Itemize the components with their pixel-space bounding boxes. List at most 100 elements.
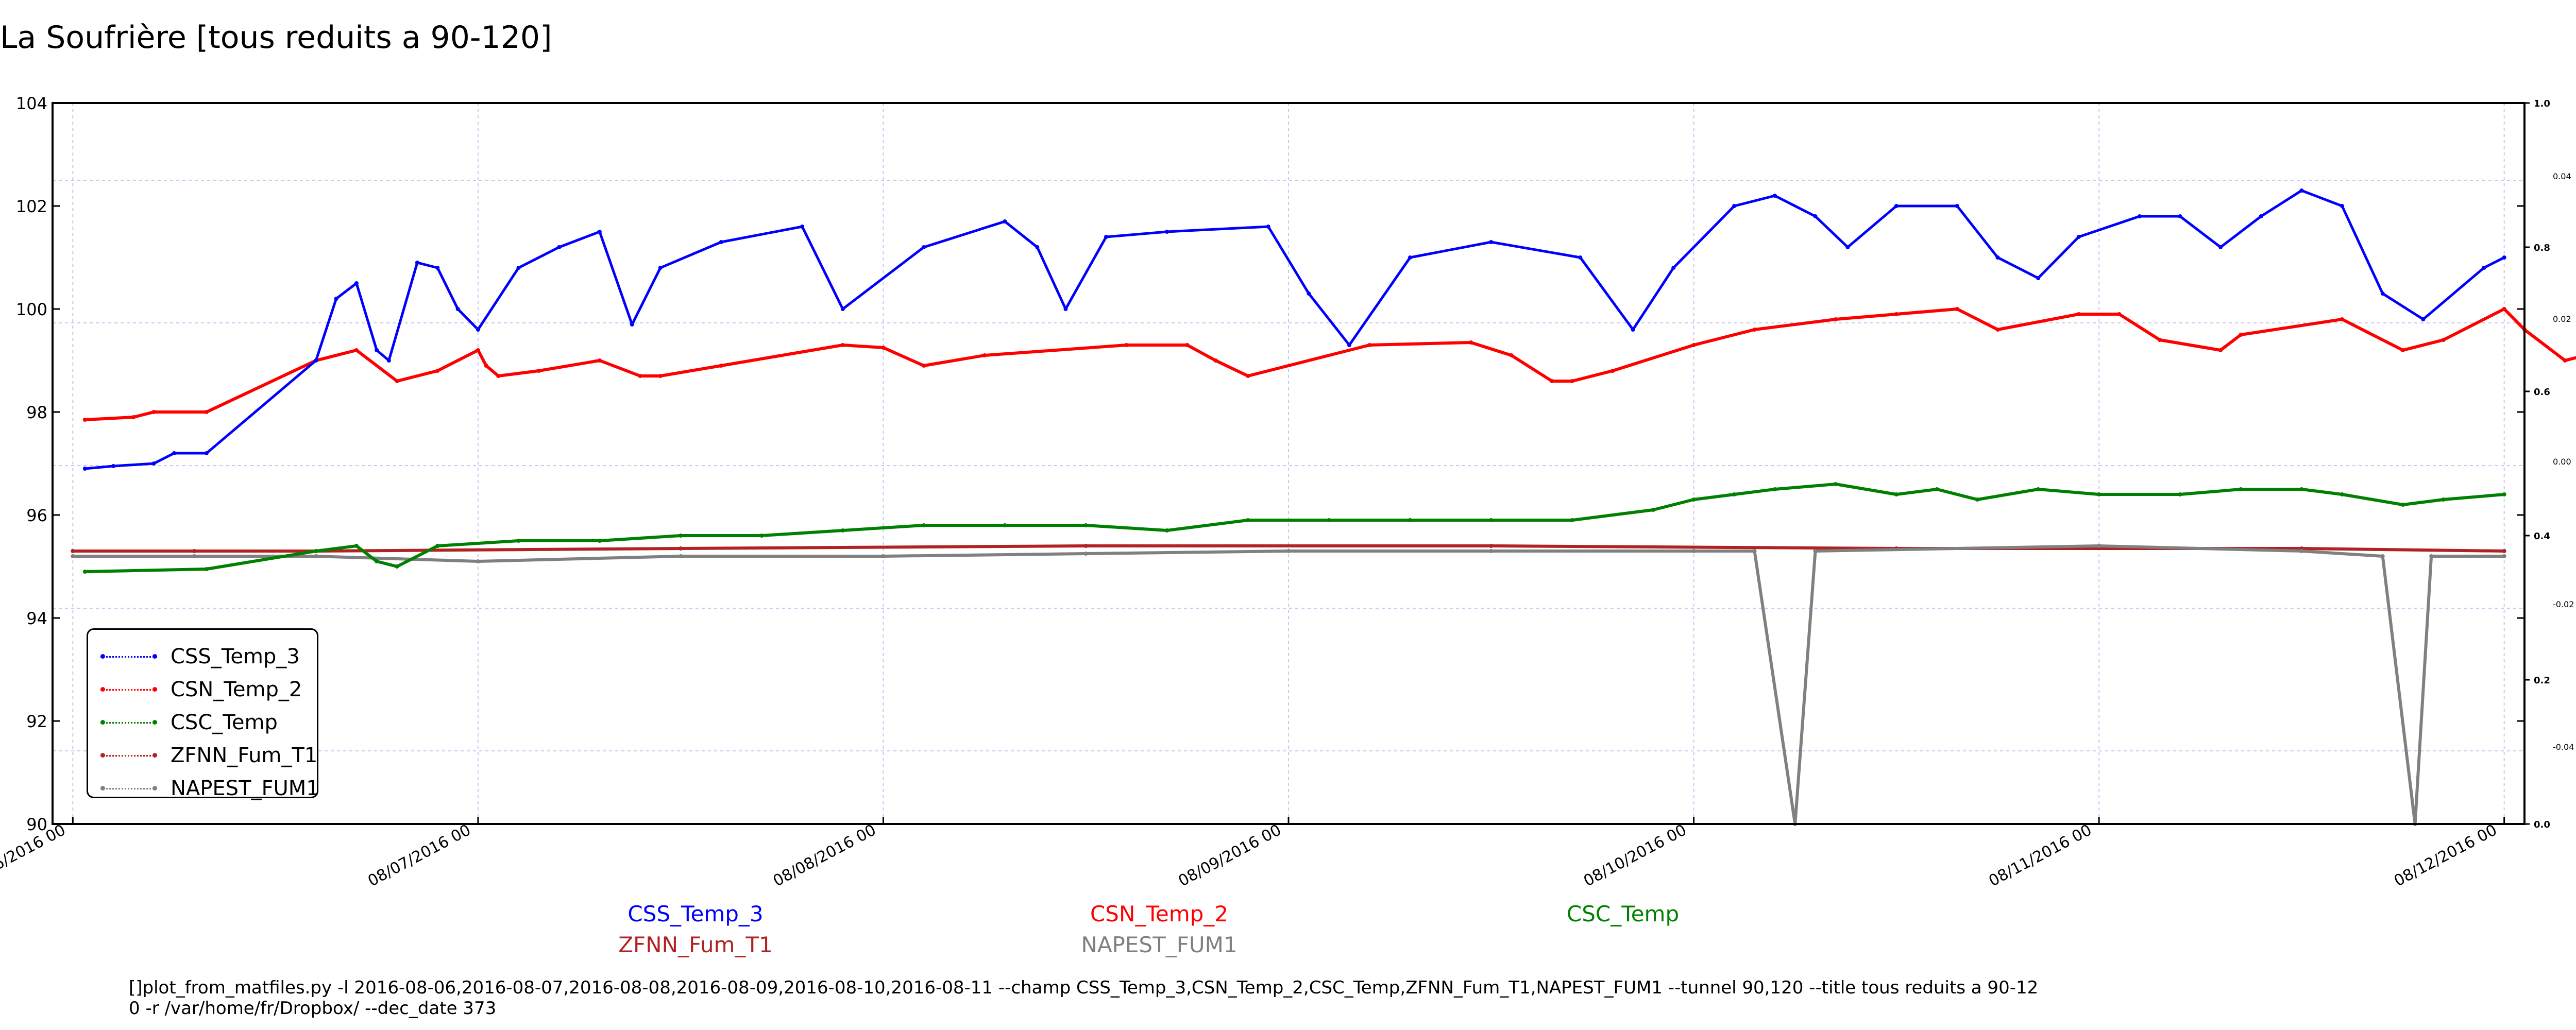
series-point (476, 559, 480, 563)
series-point (1367, 343, 1372, 347)
grid-lines (53, 103, 2524, 824)
series-point (881, 554, 886, 558)
series-point (597, 358, 602, 363)
series-group (71, 188, 2576, 826)
right-outer-tick-label: 0.6 (2534, 387, 2550, 398)
series-point (1083, 523, 1088, 527)
series-point (840, 343, 845, 347)
series-point (2076, 312, 2081, 316)
x-tick-label: 08/12/2016 00 (2391, 821, 2500, 890)
series-point (2097, 492, 2102, 496)
series-point (536, 369, 541, 373)
series-point (800, 225, 805, 229)
right-outer-tick-label: 0.0 (2534, 819, 2550, 830)
series-point (679, 534, 683, 538)
series-point (2158, 338, 2162, 342)
series-point (82, 467, 87, 471)
series-point (2299, 188, 2304, 193)
y-tick-label: 94 (26, 609, 47, 628)
right-outer-tick-label: 0.4 (2534, 531, 2550, 542)
series-point (2259, 214, 2263, 218)
series-point (1489, 549, 1494, 553)
series-point (1691, 549, 1696, 553)
series-tag-csc-temp: CSC_Temp (1566, 901, 1680, 926)
series-point (1165, 528, 1169, 533)
series-point (840, 528, 845, 533)
series-point (1063, 307, 1068, 311)
series-point (719, 364, 723, 368)
series-point (922, 523, 926, 527)
series-point (597, 230, 602, 234)
x-tick-label: 08/10/2016 00 (1581, 821, 1689, 890)
series-point (2380, 554, 2385, 558)
series-point (151, 461, 156, 466)
series-point (658, 266, 663, 270)
series-point (1347, 343, 1351, 347)
series-point (2502, 549, 2506, 553)
right-inner-tick-label: -0.04 (2553, 742, 2574, 752)
series-point (679, 554, 683, 558)
y-tick-label: 96 (26, 506, 47, 525)
series-point (1894, 492, 1899, 496)
series-point (314, 549, 318, 553)
series-point (1185, 343, 1190, 347)
series-point (354, 348, 359, 352)
series-point (1578, 255, 1583, 260)
series-point (1246, 374, 1250, 378)
series-point (922, 245, 926, 249)
series-point (1570, 518, 1574, 522)
series-point (1408, 255, 1412, 260)
series-point (375, 348, 379, 352)
series-point (314, 358, 318, 363)
series-point (435, 544, 440, 548)
series-tag-csn-temp-2: CSN_Temp_2 (1090, 901, 1229, 926)
series-point (435, 266, 440, 270)
series-point (204, 410, 209, 414)
series-point (638, 374, 642, 378)
series-point (334, 297, 338, 301)
series-point (1003, 219, 1007, 224)
x-axis-ticks: 08/06/2016 00 08/07/2016 00 08/08/2016 00 0… (0, 817, 2505, 890)
series-point (1570, 379, 1574, 383)
series-line-csn-temp-2 (84, 307, 2576, 421)
series-point (2340, 317, 2344, 321)
series-point (1408, 518, 1412, 522)
series-point (2502, 492, 2506, 496)
series-point (111, 464, 115, 468)
series-point (1813, 214, 1818, 218)
series-point (1307, 291, 1311, 296)
series-point (2218, 245, 2223, 249)
right-outer-tick-label: 1.0 (2534, 98, 2550, 109)
series-point (2340, 492, 2344, 496)
series-point (1752, 328, 1757, 332)
legend-swatch-gray (100, 786, 157, 791)
series-point (1327, 518, 1331, 522)
series-point (2117, 312, 2122, 316)
right-inner-tick-label: -0.02 (2553, 599, 2574, 609)
right-inner-tick-label: 0.04 (2553, 171, 2571, 181)
series-point (395, 564, 399, 569)
series-point (759, 534, 764, 538)
series-point (2502, 554, 2506, 558)
series-point (2429, 554, 2434, 558)
series-point (1003, 523, 1007, 527)
legend-swatch-red (100, 687, 157, 692)
series-point (1894, 204, 1899, 208)
series-point (881, 346, 886, 350)
series-point (415, 261, 419, 265)
right-outer-tick-label: 0.2 (2534, 675, 2550, 686)
legend-item-csc-temp: CSC_Temp (100, 707, 278, 738)
series-point (1813, 549, 1818, 553)
series-point (2239, 333, 2243, 337)
series-point (1732, 492, 1737, 496)
series-point (476, 348, 480, 352)
series-point (151, 410, 156, 414)
command-line-2: 0 -r /var/home/fr/Dropbox/ --dec_date 37… (129, 998, 497, 1019)
y-tick-label: 92 (26, 712, 47, 731)
series-point (1104, 235, 1108, 239)
x-tick-label: 08/07/2016 00 (365, 821, 473, 890)
legend-swatch-green (100, 720, 157, 725)
series-point (82, 418, 87, 422)
series-point (1691, 497, 1696, 502)
series-point (1772, 194, 1777, 198)
